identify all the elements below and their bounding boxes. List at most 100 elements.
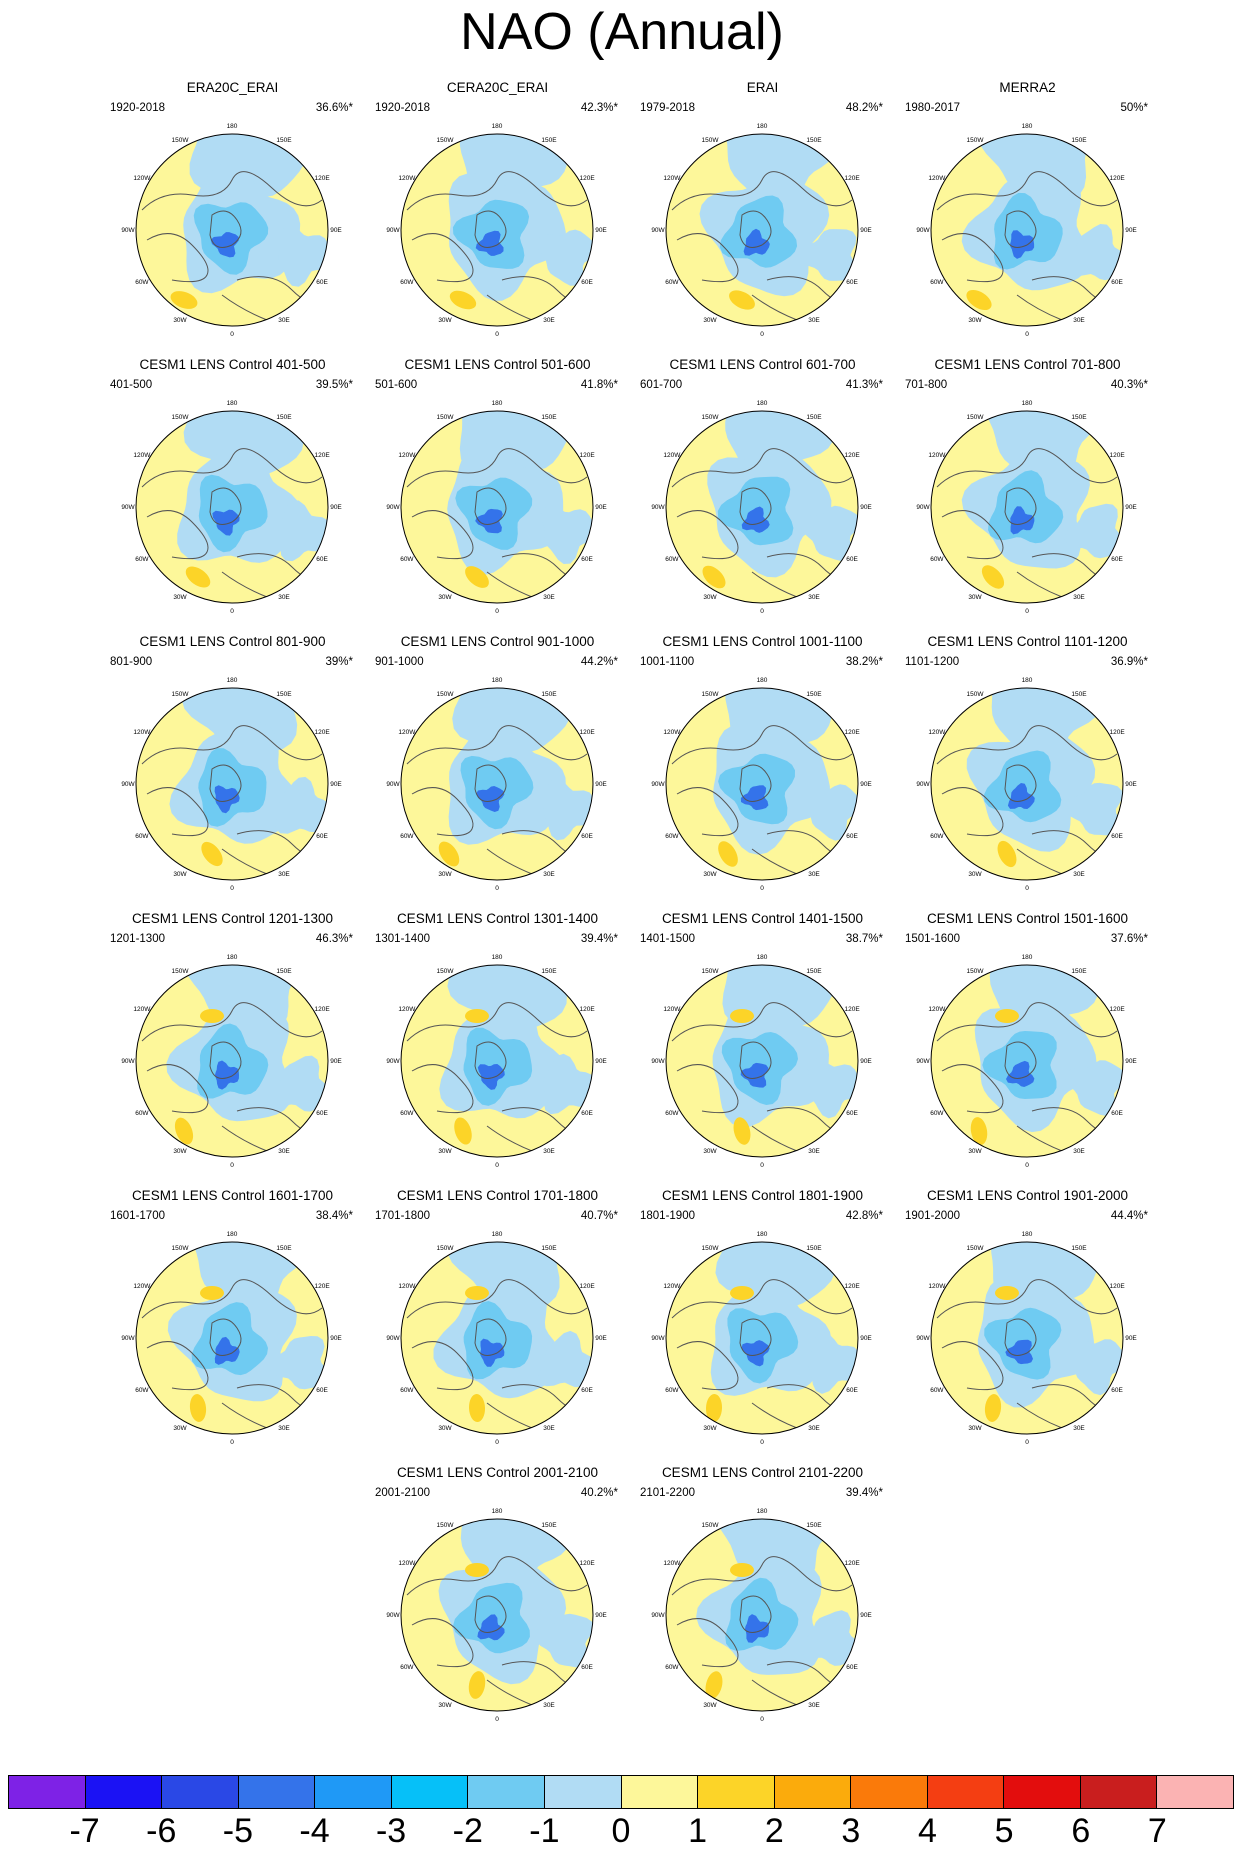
map-panel: CESM1 LENS Control 1401-1500 1401-1500 38.… <box>630 911 895 1181</box>
coastline-north <box>936 1279 1118 1319</box>
longitude-label: 150W <box>172 691 190 698</box>
longitude-label: 0 <box>1025 1439 1029 1446</box>
longitude-label: 150E <box>806 691 822 698</box>
coastline-north <box>671 1556 853 1596</box>
polar-stereographic-map: 180 150W 120W 90W 60W 30W 0 30E 60E 90E 120E 150E <box>121 123 342 338</box>
longitude-label: 180 <box>757 954 768 961</box>
azores-high-center <box>966 289 992 311</box>
map-panel: CESM1 LENS Control 501-600 501-600 41.8%* 1… <box>365 357 630 627</box>
coastline-north <box>406 1279 588 1319</box>
longitude-label: 30W <box>438 1425 452 1432</box>
longitude-label: 30E <box>543 871 555 878</box>
coastline-americas <box>146 787 209 837</box>
longitude-label: 90W <box>916 1335 930 1342</box>
map-boundary <box>400 1518 594 1712</box>
coastline-americas <box>146 233 209 283</box>
panel-variance: 42.3%* <box>580 102 618 114</box>
pacific-negative-region <box>715 1519 836 1590</box>
longitude-label: 0 <box>230 331 234 338</box>
longitude-label: 180 <box>492 400 503 407</box>
panel-period: 1401-1500 <box>640 933 695 945</box>
panel-title: CESM1 LENS Control 1501-1600 <box>926 911 1129 926</box>
panel-title: CESM1 LENS Control 901-1000 <box>400 634 595 649</box>
map-panel: CESM1 LENS Control 2101-2200 2101-2200 39.… <box>630 1465 895 1735</box>
longitude-label: 90E <box>1125 1335 1137 1342</box>
colorbar-tick-label: -6 <box>146 1812 177 1850</box>
panel-title: CESM1 LENS Control 601-700 <box>669 357 856 372</box>
longitude-label: 30E <box>278 871 290 878</box>
panel-variance: 44.2%* <box>580 656 618 668</box>
coastline-greenland <box>209 487 242 525</box>
longitude-label: 120E <box>580 729 596 736</box>
coastline-north <box>671 171 853 211</box>
longitude-label: 30W <box>438 317 452 324</box>
longitude-label: 150W <box>702 968 720 975</box>
longitude-label: 90E <box>1125 504 1137 511</box>
panel-variance: 39%* <box>325 656 354 668</box>
coastline-north <box>936 448 1118 488</box>
map-panel: CESM1 LENS Control 2001-2100 2001-2100 40.… <box>365 1465 630 1735</box>
longitude-label: 120E <box>580 1006 596 1013</box>
panel-period: 1801-1900 <box>640 1210 695 1222</box>
longitude-label: 180 <box>227 954 238 961</box>
pacific-negative-region <box>723 134 838 209</box>
longitude-label: 180 <box>227 123 238 130</box>
map-boundary <box>665 410 859 604</box>
longitude-label: 120W <box>928 175 946 182</box>
polar-stereographic-map: 180 150W 120W 90W 60W 30W 0 30E 60E 90E 120E 150E <box>651 400 872 615</box>
panel-variance: 40.2%* <box>580 1487 618 1499</box>
longitude-label: 30W <box>173 1148 187 1155</box>
longitude-label: 90E <box>860 227 872 234</box>
longitude-label: 90E <box>595 781 607 788</box>
coastline-africa <box>751 848 798 875</box>
map-panel: CESM1 LENS Control 1501-1600 1501-1600 37.… <box>895 911 1160 1181</box>
icelandic-low-center <box>475 508 503 534</box>
longitude-label: 30E <box>808 1148 820 1155</box>
longitude-label: 150W <box>967 968 985 975</box>
longitude-label: 0 <box>495 885 499 892</box>
icelandic-low-center <box>741 1340 770 1367</box>
coastline-africa <box>1016 848 1063 875</box>
colorbar <box>8 1775 1234 1809</box>
longitude-label: 30E <box>278 1148 290 1155</box>
eurasia-negative-region <box>278 500 328 562</box>
longitude-label: 0 <box>495 331 499 338</box>
longitude-label: 180 <box>492 123 503 130</box>
panel-period: 1701-1800 <box>375 1210 430 1222</box>
longitude-label: 120W <box>663 1006 681 1013</box>
longitude-label: 60W <box>135 833 149 840</box>
colorbar-swatch <box>851 1776 928 1808</box>
coastline-americas <box>411 1341 474 1391</box>
longitude-label: 150W <box>437 137 455 144</box>
coastline-north <box>406 171 588 211</box>
longitude-label: 0 <box>1025 608 1029 615</box>
coastline-africa <box>486 848 533 875</box>
colorbar-tick-label: 4 <box>918 1812 937 1850</box>
longitude-label: 180 <box>1022 1231 1033 1238</box>
polar-stereographic-map: 180 150W 120W 90W 60W 30W 0 30E 60E 90E 120E 150E <box>386 123 607 338</box>
longitude-label: 0 <box>1025 885 1029 892</box>
longitude-label: 120W <box>398 452 416 459</box>
colorbar-swatch <box>544 1776 622 1808</box>
longitude-label: 120E <box>315 729 331 736</box>
longitude-label: 90W <box>386 504 400 511</box>
map-boundary <box>665 1241 859 1435</box>
longitude-label: 60W <box>400 556 414 563</box>
longitude-label: 60W <box>930 833 944 840</box>
longitude-label: 60E <box>316 833 328 840</box>
azores-high-center <box>189 1394 207 1422</box>
map-panel: CESM1 LENS Control 1301-1400 1301-1400 39.… <box>365 911 630 1181</box>
panel-period: 401-500 <box>110 379 153 391</box>
panel-title: CESM1 LENS Control 1101-1200 <box>927 634 1128 649</box>
polar-stereographic-map: 180 150W 120W 90W 60W 30W 0 30E 60E 90E 120E 150E <box>386 400 607 615</box>
azores-high-center <box>465 566 489 588</box>
polar-stereographic-map: 180 150W 120W 90W 60W 30W 0 30E 60E 90E 120E 150E <box>121 954 342 1169</box>
panel-variance: 41.8%* <box>580 379 618 391</box>
longitude-label: 0 <box>760 1439 764 1446</box>
longitude-label: 120W <box>663 452 681 459</box>
coastline-americas <box>411 787 474 837</box>
longitude-label: 90E <box>330 1335 342 1342</box>
colorbar-swatch <box>9 1776 86 1808</box>
pacific-negative-region <box>725 411 836 486</box>
longitude-label: 0 <box>760 608 764 615</box>
